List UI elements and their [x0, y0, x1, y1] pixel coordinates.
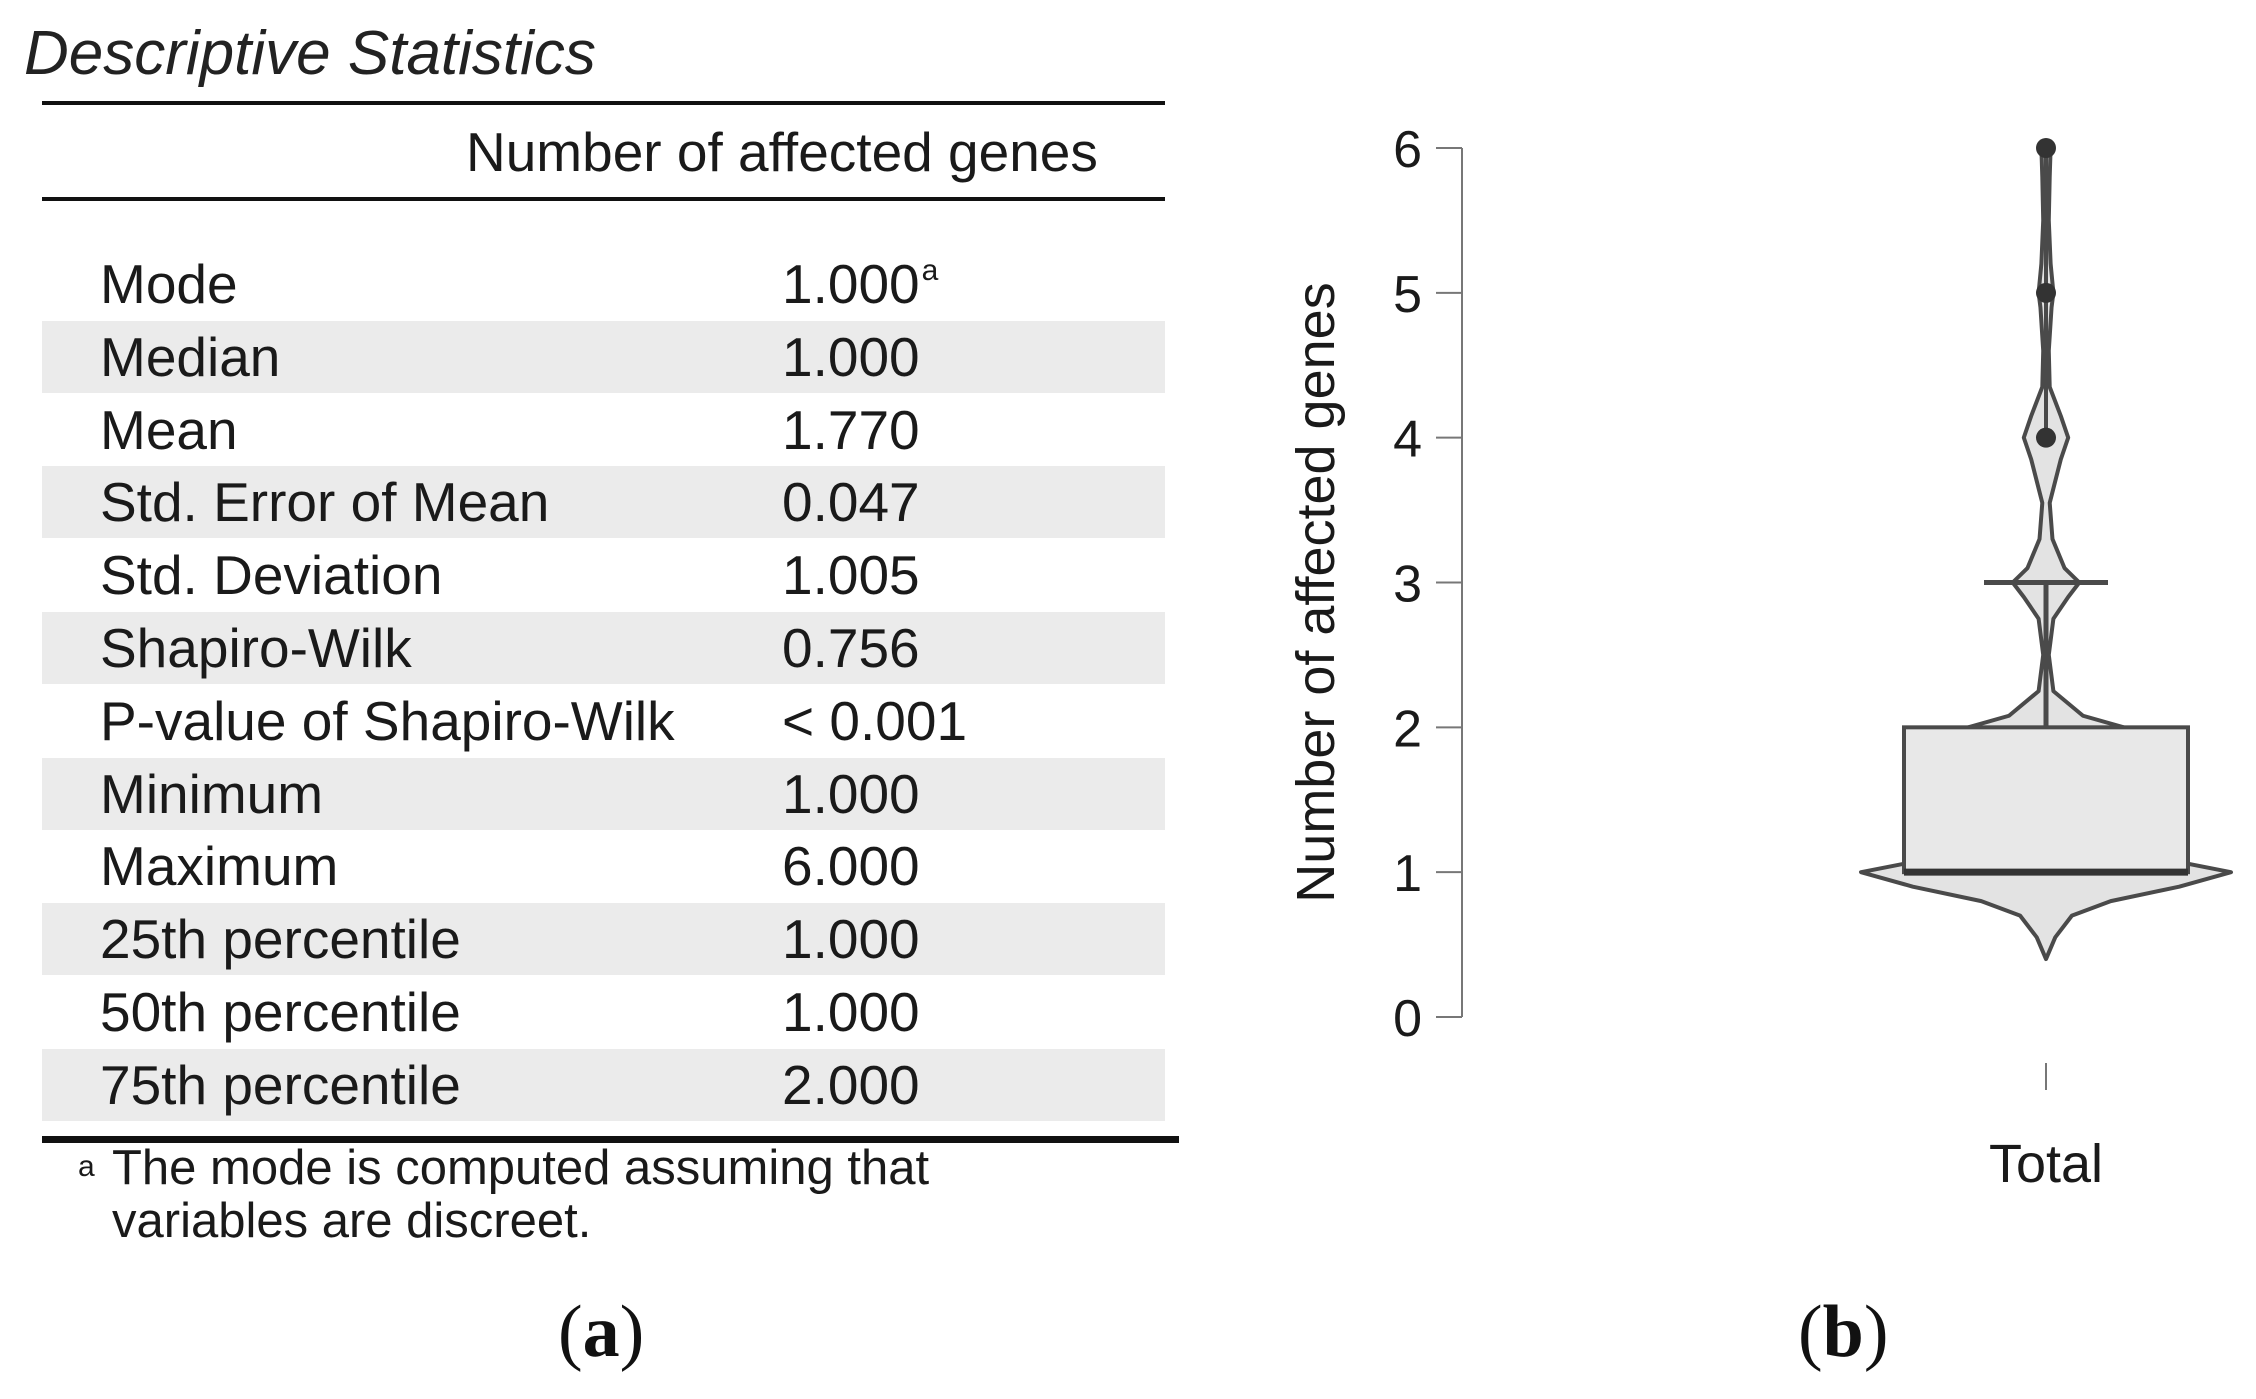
- row-value-text: 1.000: [782, 981, 920, 1043]
- y-tick-label: 1: [1393, 845, 1422, 903]
- x-tick-label: Total: [1989, 1134, 2103, 1194]
- row-value: 1.000: [782, 325, 920, 389]
- row-label: Std. Error of Mean: [100, 471, 550, 534]
- row-label: Mode: [100, 253, 238, 315]
- row-value-text: 1.005: [782, 544, 920, 607]
- footnote-mark: a: [78, 1150, 95, 1183]
- y-tick-label: 6: [1393, 121, 1422, 179]
- row-label: 25th percentile: [100, 908, 461, 971]
- row-value-superscript: a: [921, 254, 939, 287]
- row-label: 75th percentile: [100, 1053, 461, 1116]
- footnote-text: The mode is computed assuming that varia…: [112, 1141, 930, 1248]
- row-value: 6.000: [782, 834, 920, 898]
- y-tick-label: 4: [1393, 411, 1422, 469]
- table-bottom-rule: [42, 1136, 1179, 1143]
- row-label: Std. Deviation: [100, 544, 443, 607]
- row-label: Mean: [100, 398, 238, 461]
- outlier-point: [2036, 427, 2056, 448]
- row-label: P-value of Shapiro-Wilk: [100, 689, 675, 752]
- row-value-text: 1.000: [782, 908, 920, 971]
- panel-b-letter: b: [1822, 1291, 1864, 1373]
- table-row: Shapiro-Wilk 0.756: [42, 612, 1165, 684]
- row-label: Maximum: [100, 835, 339, 898]
- table-row: Median 1.000: [42, 320, 1165, 393]
- row-label: 50th percentile: [100, 981, 461, 1043]
- row-label: Shapiro-Wilk: [100, 617, 412, 679]
- row-value: 0.047: [782, 470, 920, 534]
- row-label: Median: [100, 325, 281, 388]
- row-value: 1.770: [782, 398, 920, 462]
- row-value-text: 6.000: [782, 835, 920, 898]
- row-value: 2.000: [782, 1053, 920, 1117]
- column-header: Number of affected genes: [466, 121, 1098, 183]
- panel-b-close: ): [1863, 1291, 1889, 1373]
- row-value-text: 0.756: [782, 617, 920, 679]
- table-row: Std. Deviation 1.005: [42, 539, 1165, 611]
- row-value: 1.000a: [782, 252, 938, 316]
- table-title: Descriptive Statistics: [24, 19, 596, 88]
- row-label: Minimum: [100, 762, 324, 825]
- row-value-text: < 0.001: [782, 689, 968, 752]
- y-tick-label: 3: [1393, 556, 1422, 614]
- row-value-text: 1.000: [782, 253, 920, 315]
- row-value-text: 1.000: [782, 762, 920, 825]
- table-row: 75th percentile 2.000: [42, 1048, 1165, 1121]
- y-tick-label: 0: [1393, 990, 1422, 1048]
- panel-b-open: (: [1798, 1291, 1823, 1373]
- outlier-point: [2036, 138, 2056, 158]
- row-value: 1.000: [782, 907, 920, 971]
- table-row: Std. Error of Mean 0.047: [42, 466, 1165, 539]
- outlier-point: [2036, 282, 2056, 303]
- table-top-rule: [42, 101, 1165, 105]
- row-value-text: 0.047: [782, 471, 920, 534]
- row-value-text: 1.000: [782, 325, 920, 388]
- table-row: 25th percentile 1.000: [42, 903, 1165, 976]
- y-tick-label: 2: [1393, 700, 1422, 758]
- row-value-text: 1.770: [782, 398, 920, 461]
- panel-label-b: (b): [1798, 1290, 1888, 1375]
- panel-a-open: (: [558, 1291, 583, 1373]
- row-value: 0.756: [782, 616, 920, 680]
- row-value-text: 2.000: [782, 1053, 920, 1116]
- header-rule: [42, 197, 1165, 201]
- panel-a-letter: a: [582, 1291, 620, 1373]
- y-tick-label: 5: [1393, 266, 1422, 324]
- y-axis-title: Number of affected genes: [1286, 282, 1346, 902]
- statistics-table-panel: Descriptive Statistics Number of affecte…: [24, 19, 1179, 1375]
- row-value: < 0.001: [782, 689, 967, 753]
- table-row: P-value of Shapiro-Wilk < 0.001: [42, 685, 1165, 757]
- panel-label-a: (a): [558, 1290, 644, 1375]
- table-row: Maximum 6.000: [42, 830, 1165, 902]
- row-value: 1.005: [782, 543, 920, 607]
- row-value: 1.000: [782, 980, 920, 1044]
- violin-chart-panel: 0 1 2 3 4 5 6 Number of affected genes Total (b): [1200, 0, 2256, 1399]
- table-row: Mean 1.770: [42, 394, 1165, 466]
- panel-a-close: ): [619, 1291, 645, 1373]
- table-row: 50th percentile 1.000: [42, 976, 1165, 1048]
- row-value: 1.000: [782, 762, 920, 826]
- box-iqr: [1902, 725, 2190, 875]
- table-row: Minimum 1.000: [42, 757, 1165, 830]
- table-row: Mode 1.000a: [42, 248, 1165, 320]
- violin-box-chart: 0 1 2 3 4 5 6 Number of affected genes Total: [1286, 121, 2233, 1194]
